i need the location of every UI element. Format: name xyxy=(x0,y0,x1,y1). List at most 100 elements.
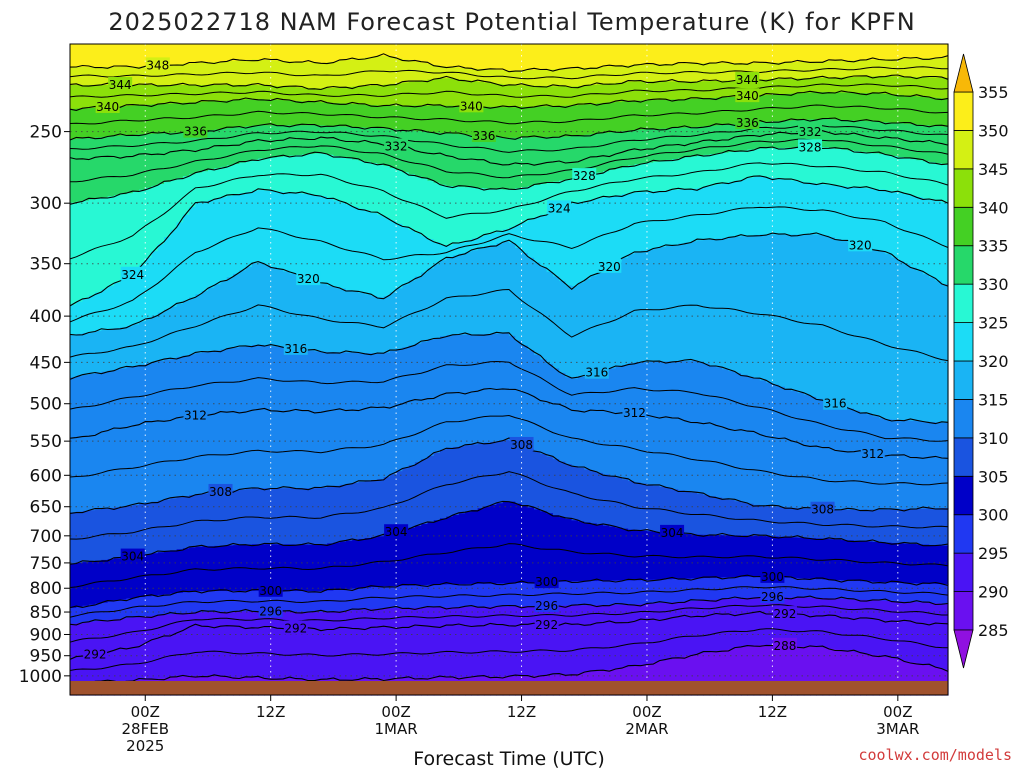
theta-cell xyxy=(891,191,899,259)
theta-cell xyxy=(690,654,698,696)
theta-cell xyxy=(333,628,341,681)
theta-cell xyxy=(364,57,372,87)
theta-cell xyxy=(383,56,391,86)
theta-cell xyxy=(170,64,178,86)
theta-cell xyxy=(138,66,146,86)
theta-cell xyxy=(891,509,899,544)
theta-cell xyxy=(214,146,222,169)
theta-cell xyxy=(803,92,811,121)
theta-cell xyxy=(295,544,303,592)
theta-cell xyxy=(672,189,679,246)
theta-cell xyxy=(408,607,416,628)
theta-cell xyxy=(477,625,485,678)
theta-cell xyxy=(590,605,598,625)
theta-cell xyxy=(803,646,811,696)
theta-cell xyxy=(577,581,585,606)
isentrope-label: 328 xyxy=(573,169,596,183)
theta-cell xyxy=(653,81,661,101)
theta-cell xyxy=(540,85,548,107)
y-tick-label: 850 xyxy=(30,603,62,623)
theta-cell xyxy=(665,99,673,129)
theta-cell xyxy=(665,532,673,580)
theta-cell xyxy=(715,614,723,652)
isentrope-line xyxy=(69,206,949,323)
theta-cell xyxy=(502,44,510,71)
theta-cell xyxy=(333,126,341,140)
theta-cell xyxy=(433,132,441,155)
theta-cell xyxy=(715,535,723,579)
theta-cell xyxy=(778,645,786,696)
theta-cell xyxy=(364,353,372,410)
theta-cell xyxy=(377,407,385,480)
theta-cell xyxy=(70,158,77,204)
theta-cell xyxy=(132,504,140,557)
theta-cell xyxy=(521,70,529,87)
theta-cell xyxy=(766,79,773,96)
theta-cell xyxy=(935,280,943,423)
theta-cell xyxy=(634,81,642,102)
theta-cell xyxy=(879,454,886,511)
theta-cell xyxy=(389,57,397,85)
theta-cell xyxy=(546,136,554,164)
theta-cell xyxy=(816,447,824,511)
theta-cell xyxy=(559,162,567,182)
isentrope-label-bg xyxy=(471,127,496,142)
theta-cell xyxy=(690,98,698,128)
isentrope-label: 292 xyxy=(773,607,796,621)
x-tick-label: 00Z xyxy=(883,703,912,721)
theta-cell xyxy=(690,127,698,144)
theta-cell xyxy=(120,557,128,601)
theta-cell xyxy=(916,58,924,78)
theta-cell xyxy=(634,251,642,363)
theta-cell xyxy=(534,85,541,108)
theta-cell xyxy=(596,272,604,373)
theta-cell xyxy=(559,581,567,607)
theta-cell xyxy=(352,539,360,590)
theta-cell xyxy=(502,606,510,626)
theta-cell xyxy=(138,44,146,67)
theta-cell xyxy=(603,411,610,476)
theta-cell xyxy=(577,104,585,136)
theta-cell xyxy=(333,139,341,157)
theta-cell xyxy=(603,370,610,413)
theta-cell xyxy=(603,171,610,198)
theta-cell xyxy=(452,67,460,80)
theta-cell xyxy=(339,157,347,204)
theta-cell xyxy=(872,454,880,511)
isentrope-label: 292 xyxy=(535,618,558,632)
theta-cell xyxy=(941,126,949,145)
theta-cell xyxy=(314,612,322,630)
theta-cell xyxy=(308,611,316,630)
theta-cell xyxy=(201,414,209,495)
theta-cell xyxy=(483,188,491,236)
theta-cell xyxy=(157,133,165,154)
theta-cell xyxy=(640,64,648,83)
isentrope-label: 324 xyxy=(548,201,571,215)
colorbar-bin xyxy=(953,514,974,554)
theta-cell xyxy=(509,441,516,503)
theta-cell xyxy=(559,86,567,107)
theta-cell xyxy=(916,602,924,624)
theta-cell xyxy=(941,164,949,204)
theta-cell xyxy=(245,590,253,612)
theta-cell xyxy=(866,509,874,543)
theta-cell xyxy=(358,408,366,483)
theta-cell xyxy=(621,101,629,132)
isentrope-label-bg xyxy=(145,57,170,72)
isentrope-label: 320 xyxy=(849,238,872,252)
theta-cell xyxy=(646,663,654,696)
theta-cell xyxy=(672,658,679,696)
theta-cell xyxy=(421,105,429,133)
theta-cell xyxy=(916,141,924,161)
theta-cell xyxy=(496,70,504,85)
theta-cell xyxy=(653,416,661,487)
theta-cell xyxy=(766,148,773,178)
theta-cell xyxy=(176,497,184,550)
theta-cell xyxy=(885,620,893,658)
theta-cell xyxy=(302,488,309,546)
theta-cell xyxy=(941,143,949,165)
theta-cell xyxy=(703,600,711,616)
theta-cell xyxy=(339,610,347,630)
theta-cell xyxy=(853,244,861,412)
theta-cell xyxy=(766,436,773,507)
